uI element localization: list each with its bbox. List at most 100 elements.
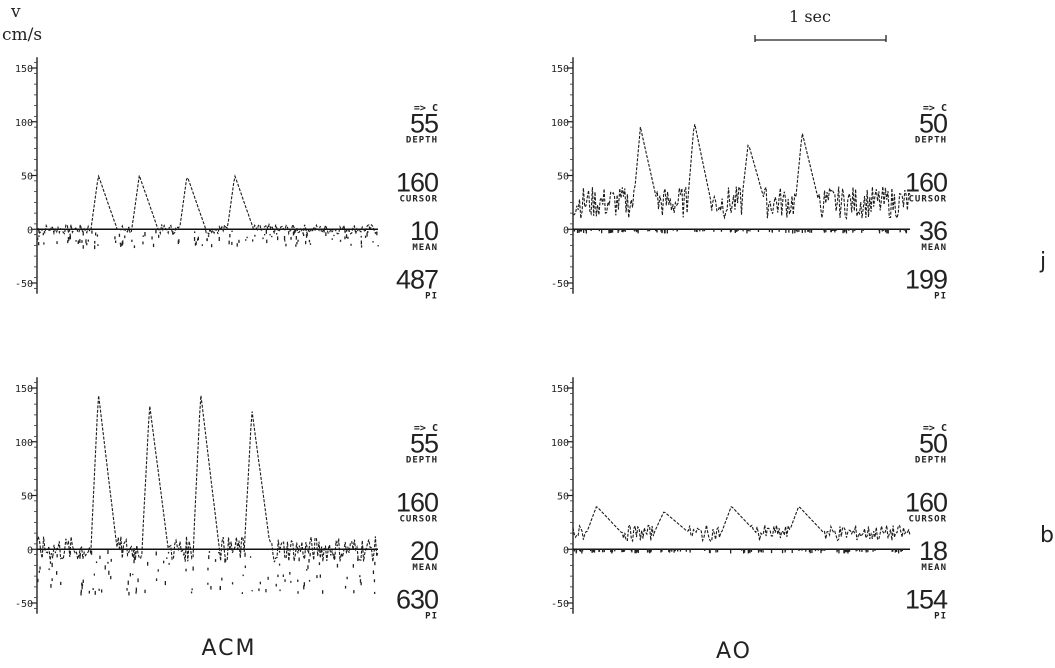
- y-tick-label: -50: [15, 279, 33, 290]
- noise-speck: [267, 576, 269, 580]
- noise-speck: [805, 549, 807, 552]
- noise-speck: [91, 230, 93, 234]
- noise-speck: [231, 241, 233, 245]
- noise-speck: [579, 549, 581, 551]
- noise-speck: [896, 549, 898, 552]
- velocity-trace: [572, 124, 911, 221]
- noise-speck: [899, 229, 901, 231]
- noise-speck: [713, 229, 715, 232]
- noise-speck: [788, 229, 790, 233]
- noise-speck: [110, 558, 112, 562]
- noise-speck: [297, 239, 299, 242]
- noise-speck: [746, 229, 748, 234]
- noise-speck: [844, 229, 846, 232]
- noise-speck: [81, 582, 83, 586]
- noise-speck: [878, 229, 881, 234]
- noise-speck: [836, 549, 839, 551]
- noise-speck: [855, 549, 857, 552]
- noise-speck: [854, 229, 856, 232]
- noise-speck: [95, 561, 98, 564]
- noise-speck: [795, 229, 797, 231]
- noise-speck: [810, 229, 813, 233]
- velocity-trace: [36, 174, 379, 236]
- noise-speck: [357, 557, 359, 562]
- noise-speck: [201, 244, 203, 246]
- noise-speck: [792, 229, 794, 234]
- noise-speck: [278, 563, 281, 566]
- noise-speck: [770, 549, 773, 554]
- noise-speck: [137, 578, 139, 583]
- noise-speck: [296, 242, 298, 245]
- noise-speck: [677, 549, 679, 552]
- noise-speck: [144, 232, 146, 237]
- noise-speck: [660, 229, 662, 232]
- noise-speck: [679, 549, 682, 552]
- noise-speck: [271, 235, 273, 238]
- noise-speck: [190, 591, 193, 594]
- noise-speck: [598, 229, 600, 232]
- readout-arrow: => C: [923, 423, 947, 434]
- y-tick-label: 50: [21, 492, 33, 503]
- noise-speck: [621, 549, 623, 552]
- noise-speck: [97, 244, 99, 246]
- noise-speck: [293, 230, 295, 235]
- noise-speck: [308, 559, 310, 563]
- velocity-trace: [36, 395, 379, 563]
- noise-speck: [38, 570, 40, 573]
- noise-speck: [254, 234, 256, 237]
- noise-speck: [832, 229, 834, 231]
- noise-speck: [867, 549, 869, 553]
- noise-speck: [127, 580, 129, 585]
- noise-speck: [192, 566, 194, 571]
- noise-speck: [336, 563, 339, 568]
- readout-pi-value: 487: [396, 264, 438, 294]
- noise-speck: [284, 240, 286, 242]
- noise-speck: [367, 231, 369, 233]
- noise-speck: [344, 585, 347, 589]
- noise-speck: [592, 549, 594, 553]
- noise-speck: [694, 229, 696, 232]
- noise-speck: [120, 244, 122, 247]
- noise-speck: [242, 574, 244, 577]
- noise-speck: [637, 549, 639, 554]
- noise-speck: [861, 229, 863, 233]
- noise-speck: [101, 589, 103, 593]
- y-tick-label: 0: [563, 545, 569, 556]
- noise-speck: [579, 549, 581, 552]
- noise-speck: [132, 573, 134, 576]
- y-tick-label: 0: [27, 225, 33, 236]
- noise-speck: [360, 245, 363, 248]
- readout-mean-value: 10: [410, 216, 438, 246]
- noise-speck: [610, 549, 612, 553]
- noise-speck: [798, 229, 800, 232]
- noise-speck: [882, 229, 885, 231]
- noise-speck: [696, 229, 698, 233]
- noise-speck: [730, 229, 733, 232]
- noise-speck: [294, 230, 296, 234]
- noise-speck: [221, 577, 223, 581]
- noise-speck: [218, 236, 220, 242]
- y-tick-label: 50: [557, 172, 569, 183]
- noise-speck: [622, 229, 624, 233]
- y-tick-label: 0: [27, 545, 33, 556]
- noise-speck: [214, 559, 217, 562]
- noise-speck: [208, 555, 210, 560]
- noise-speck: [372, 241, 374, 243]
- noise-speck: [289, 572, 291, 575]
- noise-speck: [376, 231, 378, 236]
- noise-speck: [318, 562, 321, 566]
- noise-speck: [279, 589, 281, 592]
- noise-speck: [635, 229, 637, 232]
- noise-speck: [193, 237, 196, 241]
- y-tick-label: 50: [21, 172, 33, 183]
- noise-speck: [852, 229, 854, 232]
- readout-mean-label: MEAN: [412, 563, 438, 573]
- readout-pi-label: PI: [934, 611, 947, 621]
- noise-speck: [206, 238, 208, 242]
- noise-speck: [81, 240, 83, 243]
- noise-speck: [743, 549, 745, 554]
- noise-speck: [581, 549, 583, 554]
- noise-speck: [742, 229, 744, 232]
- noise-speck: [886, 229, 888, 234]
